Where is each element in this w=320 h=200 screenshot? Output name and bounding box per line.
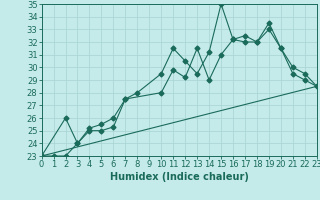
X-axis label: Humidex (Indice chaleur): Humidex (Indice chaleur) (110, 172, 249, 182)
